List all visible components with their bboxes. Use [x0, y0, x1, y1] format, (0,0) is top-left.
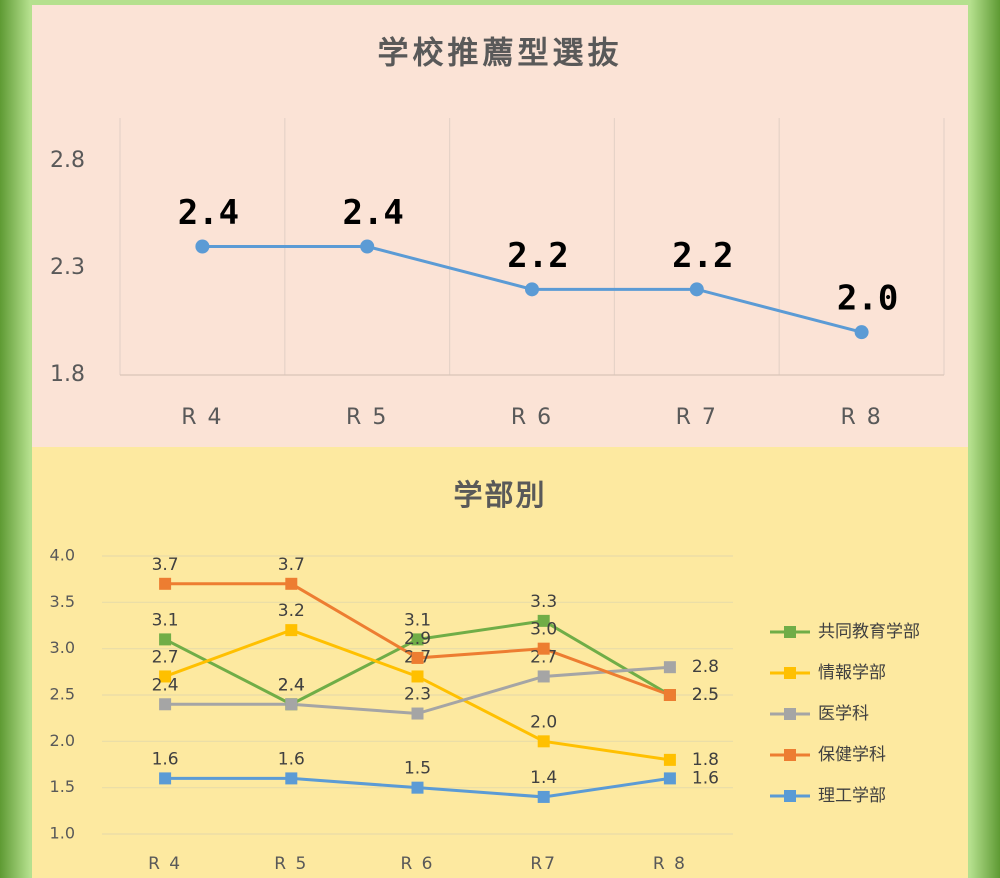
marker [411, 781, 424, 794]
legend-marker [784, 790, 796, 802]
data-label: 2.5 [692, 685, 719, 705]
y-tick-label: 4.0 [50, 546, 75, 565]
marker [195, 239, 210, 254]
y-tick-label: 2.0 [50, 731, 75, 750]
y-tick-label: 2.8 [50, 148, 85, 173]
data-label: 1.6 [152, 749, 179, 769]
data-label: 2.4 [342, 193, 403, 233]
data-label: 2.4 [278, 675, 305, 695]
marker [285, 772, 298, 785]
x-tick-label: R 6 [400, 854, 434, 874]
marker [854, 325, 869, 340]
marker [360, 239, 375, 254]
x-tick-label: R 4 [181, 405, 223, 430]
data-label: 2.7 [152, 647, 179, 667]
marker [285, 577, 298, 590]
x-tick-label: R 8 [840, 405, 882, 430]
x-tick-label: R 4 [148, 854, 182, 874]
data-label: 2.2 [672, 236, 733, 276]
legend-marker [784, 626, 796, 638]
marker [663, 772, 676, 785]
x-tick-label: R 5 [346, 405, 388, 430]
data-label: 3.0 [530, 620, 557, 640]
chart-title: 学校推薦型選抜 [378, 36, 623, 72]
x-tick-label: R 5 [274, 854, 308, 874]
data-label: 1.8 [692, 750, 719, 770]
marker [285, 624, 298, 637]
y-tick-label: 3.0 [50, 638, 75, 657]
data-label: 1.5 [404, 759, 431, 779]
marker [537, 790, 550, 803]
data-label: 3.1 [404, 610, 431, 630]
x-tick-label: R 8 [653, 854, 687, 874]
data-label: 3.1 [152, 610, 179, 630]
y-tick-label: 2.5 [50, 685, 75, 704]
marker [159, 698, 172, 711]
marker [689, 282, 704, 297]
marker [537, 735, 550, 748]
marker [663, 753, 676, 766]
legend-label: 医学科 [818, 704, 869, 724]
y-tick-label: 1.0 [50, 824, 75, 843]
marker [411, 651, 424, 664]
data-label: 1.4 [530, 768, 557, 788]
marker [159, 670, 172, 683]
chart-title: 学部別 [453, 478, 546, 512]
marker [663, 689, 676, 701]
legend-marker [784, 749, 796, 761]
y-tick-label: 2.3 [50, 255, 85, 280]
legend-label: 保健学科 [818, 745, 886, 765]
bottom-panel [32, 447, 968, 878]
y-tick-label: 1.8 [50, 362, 85, 387]
data-label: 3.2 [278, 601, 305, 621]
marker [159, 633, 172, 646]
legend-label: 共同教育学部 [818, 622, 920, 642]
data-label: 2.9 [404, 629, 431, 649]
legend-marker [784, 708, 796, 720]
data-label: 3.3 [530, 592, 557, 612]
x-tick-label: R7 [530, 854, 557, 874]
y-tick-label: 3.5 [50, 592, 75, 611]
data-label: 2.2 [507, 236, 568, 276]
legend-label: 理工学部 [818, 786, 886, 806]
marker [525, 282, 539, 297]
data-label: 3.7 [278, 555, 305, 575]
data-label: 2.4 [178, 193, 239, 233]
y-tick-label: 1.5 [50, 777, 75, 796]
marker [537, 642, 550, 655]
legend-label: 情報学部 [818, 663, 886, 683]
data-label: 2.5 [692, 685, 719, 705]
marker [663, 661, 676, 674]
data-label: 2.4 [152, 675, 179, 695]
marker [537, 614, 550, 627]
x-tick-label: R 7 [676, 405, 718, 430]
data-label: 1.6 [278, 749, 305, 769]
marker [159, 577, 172, 590]
data-label: 2.7 [530, 647, 557, 667]
marker [537, 670, 550, 683]
legend-marker [784, 667, 796, 679]
data-label: 2.0 [530, 712, 557, 732]
data-label: 2.0 [837, 279, 898, 319]
marker [285, 698, 298, 711]
marker [159, 772, 172, 785]
top-panel [32, 5, 968, 447]
data-label: 2.3 [404, 685, 431, 705]
data-label: 1.6 [692, 768, 719, 788]
data-label: 2.8 [692, 657, 719, 677]
marker [411, 670, 424, 683]
x-tick-label: R 6 [511, 405, 553, 430]
data-label: 2.4 [278, 675, 305, 695]
marker [411, 707, 424, 720]
data-label: 3.7 [152, 555, 179, 575]
marker [411, 633, 424, 646]
